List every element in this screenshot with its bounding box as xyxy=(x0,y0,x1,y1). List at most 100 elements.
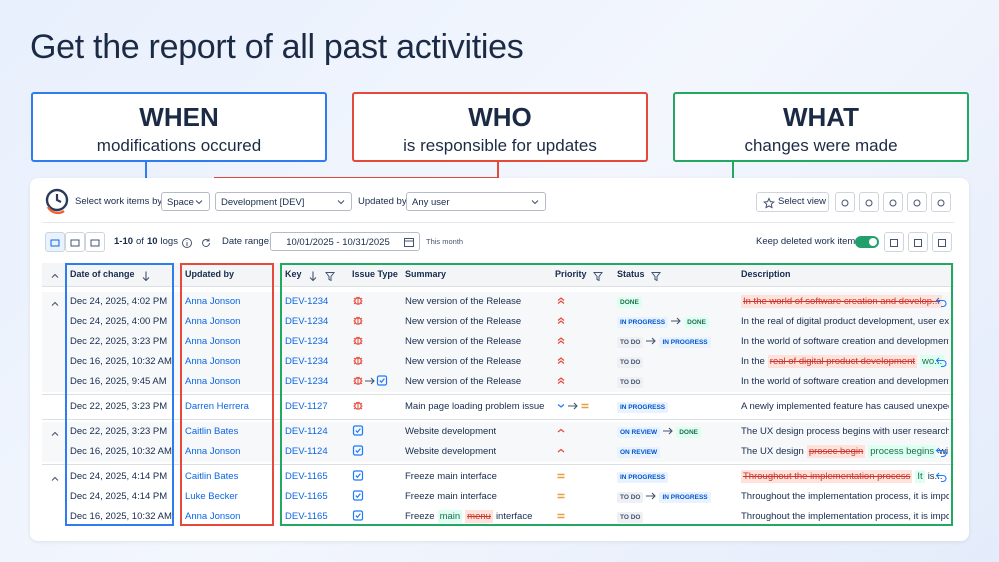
issue-key[interactable]: DEV-1165 xyxy=(285,491,328,502)
description-segment: In the world of software creation and de… xyxy=(741,336,949,347)
table-icon-button[interactable] xyxy=(884,232,904,252)
issue-key[interactable]: DEV-1124 xyxy=(285,446,328,457)
change-arrow xyxy=(670,314,682,328)
log-count-part: 10 xyxy=(146,236,158,247)
user-select[interactable]: Any user xyxy=(406,192,546,211)
status-lozenge: TO DO xyxy=(617,377,644,388)
priority xyxy=(555,352,567,372)
view-toggle[interactable] xyxy=(65,232,85,252)
toolbar-icon-button[interactable] xyxy=(859,192,879,212)
user-name[interactable]: Anna Jonson xyxy=(185,511,241,522)
status-lozenge: ON REVIEW xyxy=(617,447,661,458)
description-segment: wi xyxy=(939,446,949,457)
revert-button[interactable] xyxy=(935,295,947,309)
user-name[interactable]: Anna Jonson xyxy=(185,446,241,457)
user-name[interactable]: Caitlin Bates xyxy=(185,426,239,437)
revert-button[interactable] xyxy=(935,470,947,484)
toolbar-icon xyxy=(863,196,875,208)
space-select[interactable]: Space xyxy=(161,192,210,211)
issue-type-icon xyxy=(352,294,364,308)
user-name[interactable]: Anna Jonson xyxy=(185,296,241,307)
project-select[interactable]: Development [DEV] xyxy=(215,192,352,211)
issue-key[interactable]: DEV-1234 xyxy=(285,356,329,367)
select-view-button[interactable]: Select view xyxy=(756,192,829,212)
summary: Freeze main menu interface xyxy=(405,507,535,527)
summary: Freeze main interface xyxy=(405,487,500,507)
summary: Freeze main interface xyxy=(405,467,500,487)
table-icon-button[interactable] xyxy=(932,232,952,252)
status-lozenge: TO DO xyxy=(617,492,644,503)
description: Throughout the implementation process It i… xyxy=(741,467,949,487)
view-toggle[interactable] xyxy=(85,232,105,252)
revert-button[interactable] xyxy=(935,355,947,369)
view-toggle[interactable] xyxy=(45,232,65,252)
column-header[interactable]: Priority xyxy=(555,264,604,284)
column-header[interactable]: Description xyxy=(741,264,791,284)
issue-key[interactable]: DEV-1234 xyxy=(285,376,329,387)
change-date: Dec 24, 2025, 4:02 PM xyxy=(70,296,168,307)
issue-key[interactable]: DEV-1234 xyxy=(285,336,329,347)
column-header[interactable]: Updated by xyxy=(185,264,234,284)
column-header-text: Date of change xyxy=(70,269,135,279)
toolbar-icon-button[interactable] xyxy=(835,192,855,212)
callout-heading: WHO xyxy=(468,102,532,132)
status-lozenge: DONE xyxy=(676,427,701,438)
change-date: Dec 22, 2025, 3:23 PM xyxy=(70,401,168,412)
toolbar-icon-button[interactable] xyxy=(883,192,903,212)
table-icon-button[interactable] xyxy=(908,232,928,252)
toolbar-icon-button[interactable] xyxy=(931,192,951,212)
toggle-knob xyxy=(869,238,877,246)
change-date: Dec 22, 2025, 3:23 PM xyxy=(70,336,168,347)
summary: New version of the Release xyxy=(405,372,524,392)
user-name[interactable]: Anna Jonson xyxy=(185,376,241,387)
priority-icon xyxy=(555,399,567,413)
table-header xyxy=(42,263,954,287)
priority xyxy=(555,422,567,442)
column-header[interactable]: Date of change xyxy=(70,264,152,284)
select-view-text: Select view xyxy=(778,196,827,207)
app-logo xyxy=(44,187,72,215)
page-title: Get the report of all past activities xyxy=(30,28,524,66)
keep-deleted-toggle[interactable] xyxy=(855,236,879,248)
issue-type xyxy=(352,312,364,332)
user-name[interactable]: Anna Jonson xyxy=(185,316,241,327)
collapse-group[interactable] xyxy=(49,471,61,483)
issue-key[interactable]: DEV-1165 xyxy=(285,471,328,482)
description: The UX design prosec begin process begins w… xyxy=(741,442,949,462)
user-name[interactable]: Darren Herrera xyxy=(185,401,249,412)
column-header-text: Description xyxy=(741,269,791,279)
change-arrow xyxy=(645,334,657,348)
user-name[interactable]: Luke Becker xyxy=(185,491,238,502)
column-header[interactable]: Issue Type xyxy=(352,264,398,284)
issue-key[interactable]: DEV-1165 xyxy=(285,511,328,522)
priority-icon xyxy=(555,509,567,523)
collapse-all xyxy=(49,268,61,280)
date-range-input[interactable]: 10/01/2025 - 10/31/2025 xyxy=(270,232,420,251)
issue-key[interactable]: DEV-1127 xyxy=(285,401,328,412)
column-header[interactable]: Status xyxy=(617,264,662,284)
row-group xyxy=(42,422,954,462)
column-header[interactable]: Key xyxy=(285,264,336,284)
change-date: Dec 16, 2025, 10:32 AM xyxy=(70,511,172,522)
user-name[interactable]: Caitlin Bates xyxy=(185,471,239,482)
issue-key[interactable]: DEV-1124 xyxy=(285,426,328,437)
summary-segment: New version of the Release xyxy=(405,356,522,367)
column-header[interactable]: Summary xyxy=(405,264,446,284)
change-date: Dec 16, 2025, 10:32 AM xyxy=(70,446,172,457)
issue-type-icon xyxy=(352,489,364,503)
issue-key[interactable]: DEV-1234 xyxy=(285,296,329,307)
issue-type xyxy=(352,372,388,392)
status: IN PROGRESS xyxy=(617,467,669,487)
summary-segment: interface xyxy=(495,511,533,522)
issue-key[interactable]: DEV-1234 xyxy=(285,316,329,327)
user-name[interactable]: Anna Jonson xyxy=(185,336,241,347)
user-name[interactable]: Anna Jonson xyxy=(185,356,241,367)
issue-type xyxy=(352,467,364,487)
collapse-group[interactable] xyxy=(49,296,61,308)
toolbar-icon-button[interactable] xyxy=(907,192,927,212)
revert-button[interactable] xyxy=(935,445,947,459)
change-date: Dec 24, 2025, 4:14 PM xyxy=(70,491,168,502)
group-divider xyxy=(42,464,954,465)
collapse-group[interactable] xyxy=(49,426,61,438)
